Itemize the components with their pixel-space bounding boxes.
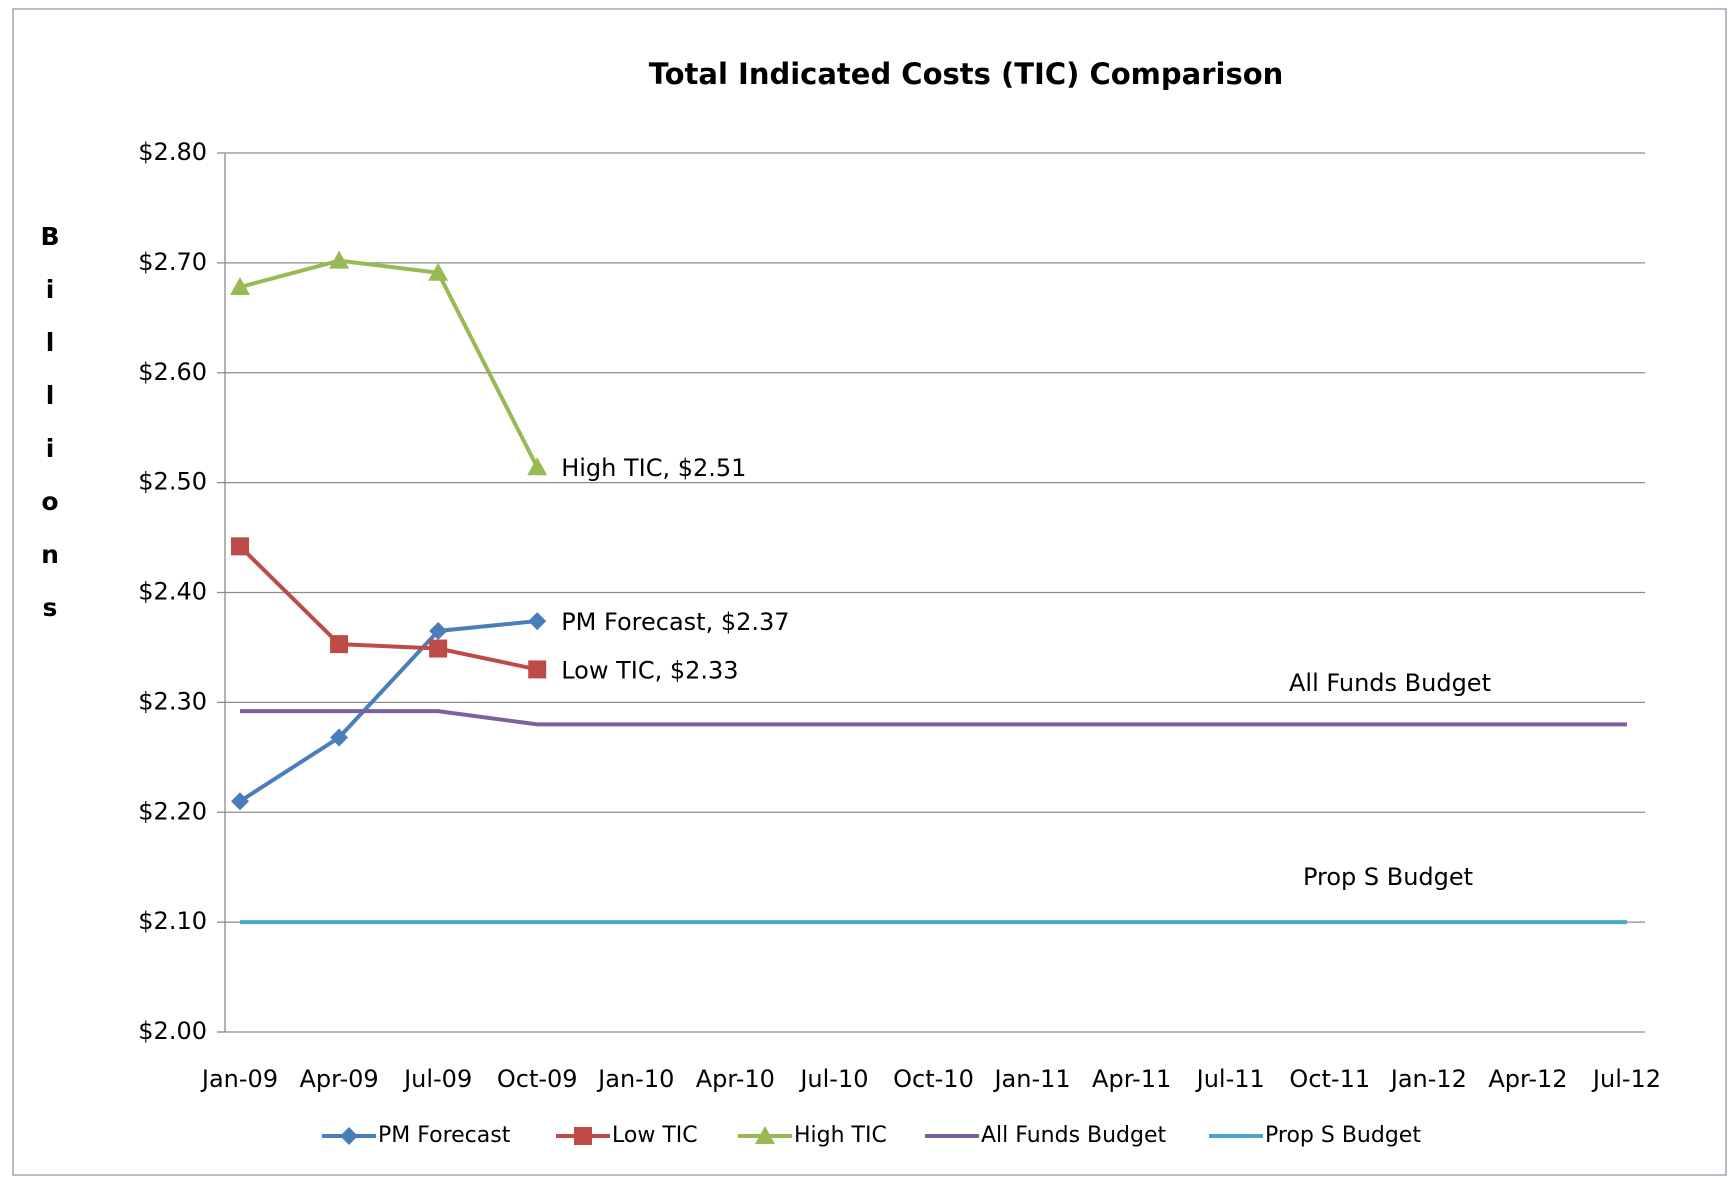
legend-label: PM Forecast: [378, 1123, 511, 1148]
marker: [429, 639, 448, 658]
data-label: High TIC, $2.51: [561, 454, 746, 482]
x-tick-label: Jul-09: [402, 1065, 472, 1093]
y-tick-label: $2.30: [138, 687, 207, 715]
x-tick-label: Apr-10: [696, 1065, 775, 1093]
y-tick-label: $2.00: [138, 1017, 207, 1045]
series-line: [239, 258, 539, 469]
marker: [329, 250, 350, 269]
line-label: Prop S Budget: [1303, 863, 1473, 891]
series-line: [238, 544, 538, 672]
x-tick-label: Jan-12: [1389, 1065, 1467, 1093]
x-tick-label: Apr-11: [1092, 1065, 1171, 1093]
chart-title: Total Indicated Costs (TIC) Comparison: [649, 57, 1284, 91]
legend-marker: [574, 1127, 592, 1145]
marker: [528, 660, 547, 679]
y-tick-label: $2.60: [138, 358, 207, 386]
marker: [231, 792, 249, 811]
data-label: Low TIC, $2.33: [561, 656, 738, 684]
x-tick-label: Apr-09: [299, 1065, 378, 1093]
y-tick-label: $2.50: [138, 468, 207, 496]
y-tick-label: $2.80: [138, 138, 207, 166]
marker: [428, 262, 449, 281]
x-tick-label: Jan-10: [596, 1065, 674, 1093]
marker: [330, 635, 349, 654]
x-tick-label: Jul-12: [1591, 1065, 1661, 1093]
legend-marker: [755, 1126, 775, 1144]
series-line: [240, 709, 1627, 727]
legend-label: All Funds Budget: [981, 1123, 1167, 1148]
line-label: All Funds Budget: [1289, 669, 1491, 697]
y-axis-label: Billions: [36, 222, 65, 646]
marker: [330, 728, 349, 747]
y-tick-label: $2.10: [138, 907, 207, 935]
legend-label: Prop S Budget: [1265, 1123, 1421, 1148]
x-tick-label: Apr-12: [1488, 1065, 1567, 1093]
x-tick-label: Jul-11: [1195, 1065, 1265, 1093]
y-tick-label: $2.40: [138, 578, 207, 606]
x-tick-label: Jan-11: [992, 1065, 1070, 1093]
data-label: PM Forecast, $2.37: [561, 608, 789, 636]
marker: [230, 277, 250, 296]
legend-label: High TIC: [794, 1123, 887, 1148]
x-tick-label: Jul-10: [798, 1065, 868, 1093]
x-tick-label: Oct-09: [497, 1065, 578, 1093]
marker: [528, 612, 547, 631]
legend-label: Low TIC: [612, 1123, 698, 1148]
series-line: [238, 619, 538, 803]
x-tick-label: Oct-10: [893, 1065, 974, 1093]
legend-marker: [340, 1127, 358, 1145]
y-tick-label: $2.20: [138, 797, 207, 825]
x-tick-label: Jan-09: [200, 1065, 278, 1093]
marker: [527, 457, 548, 476]
x-tick-label: Oct-11: [1289, 1065, 1370, 1093]
marker: [429, 621, 448, 640]
y-tick-label: $2.70: [138, 248, 207, 276]
marker: [231, 537, 249, 556]
